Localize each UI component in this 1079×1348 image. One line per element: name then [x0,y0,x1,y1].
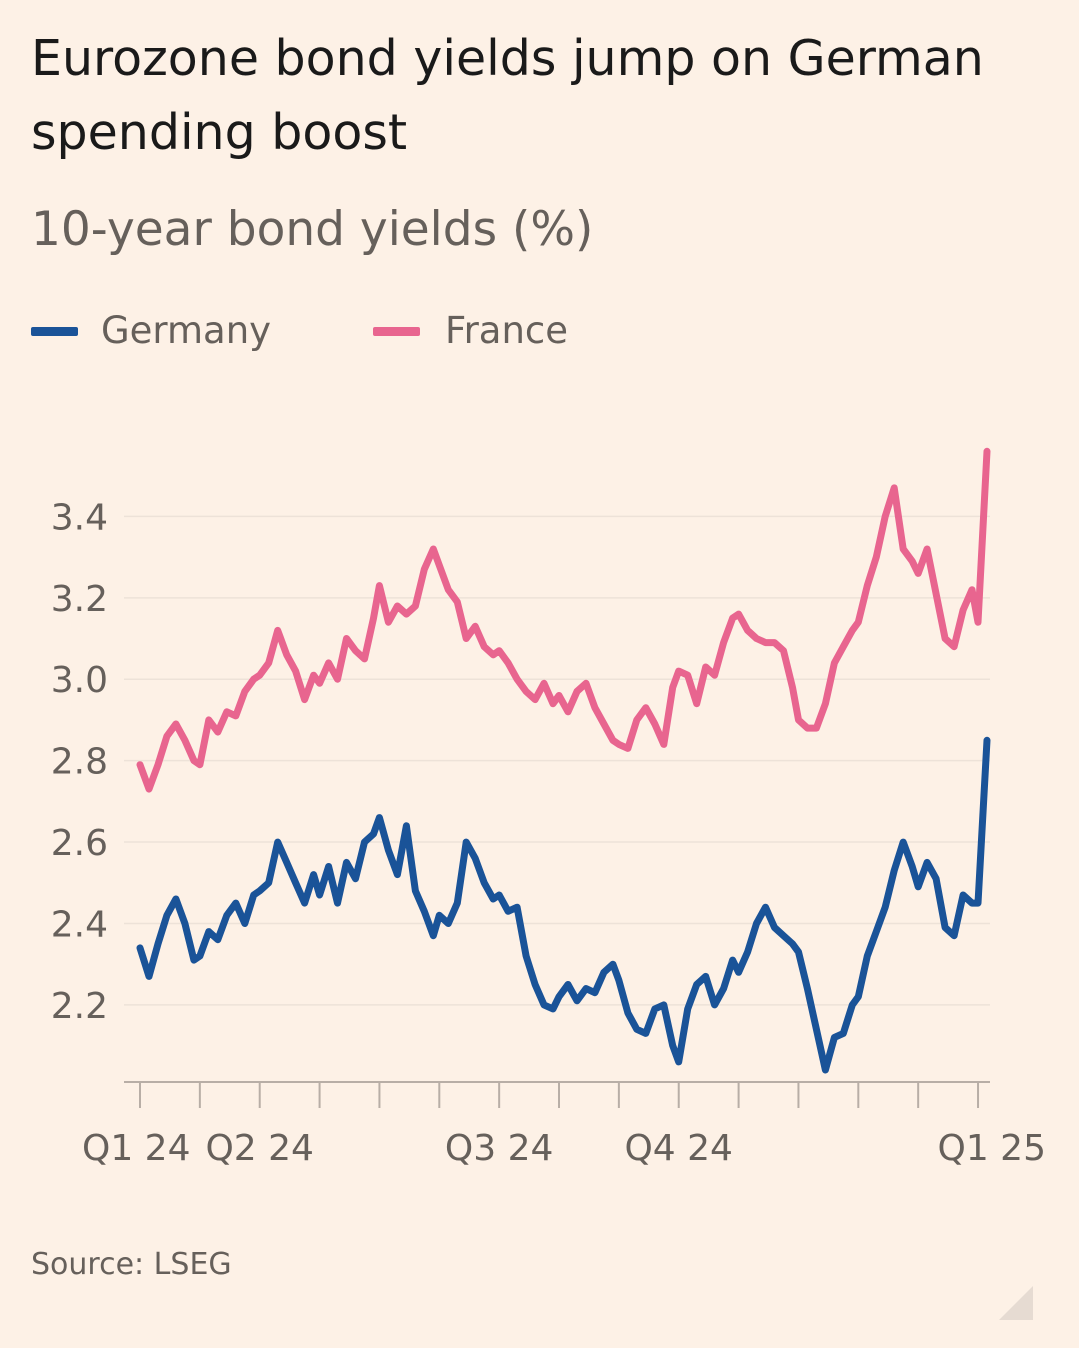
source-note: Source: LSEG [31,1247,232,1282]
y-axis-ticks: 2.2 2.4 2.6 2.8 3.0 3.2 3.4 [51,497,108,1026]
legend-label-france: France [445,309,569,352]
x-tick-label: Q3 24 [445,1128,554,1169]
y-tick-label: 2.8 [51,742,108,783]
x-tick-label: Q4 24 [624,1128,733,1169]
series-lines [136,447,991,1074]
y-tick-label: 3.0 [51,660,108,701]
series-line-germany [136,736,991,1074]
grid-lines [124,515,990,1006]
resize-corner-icon [999,1286,1033,1320]
series-line-france [136,447,991,793]
x-tick-label: Q2 24 [205,1128,314,1169]
y-tick-label: 2.2 [51,986,108,1027]
legend-swatch-france [373,327,420,336]
legend-swatch-germany [31,327,78,336]
x-axis-ticks: Q1 24 Q2 24 Q3 24 Q4 24 Q1 25 [82,1082,1046,1169]
y-tick-label: 3.4 [51,497,108,538]
line-chart: 2.2 2.4 2.6 2.8 3.0 3.2 3.4 Q1 24 Q2 24 Q3 24 Q4 … [51,447,1046,1169]
chart-title: Eurozone bond yields jump on German spen… [31,30,984,161]
x-tick-label: Q1 24 [82,1128,191,1169]
legend-label-germany: Germany [101,309,272,352]
y-tick-label: 3.2 [51,579,108,620]
y-tick-label: 2.4 [51,904,108,945]
x-tick-label: Q1 25 [938,1128,1047,1169]
y-tick-label: 2.6 [51,823,108,864]
chart-subtitle: 10-year bond yields (%) [31,202,594,257]
